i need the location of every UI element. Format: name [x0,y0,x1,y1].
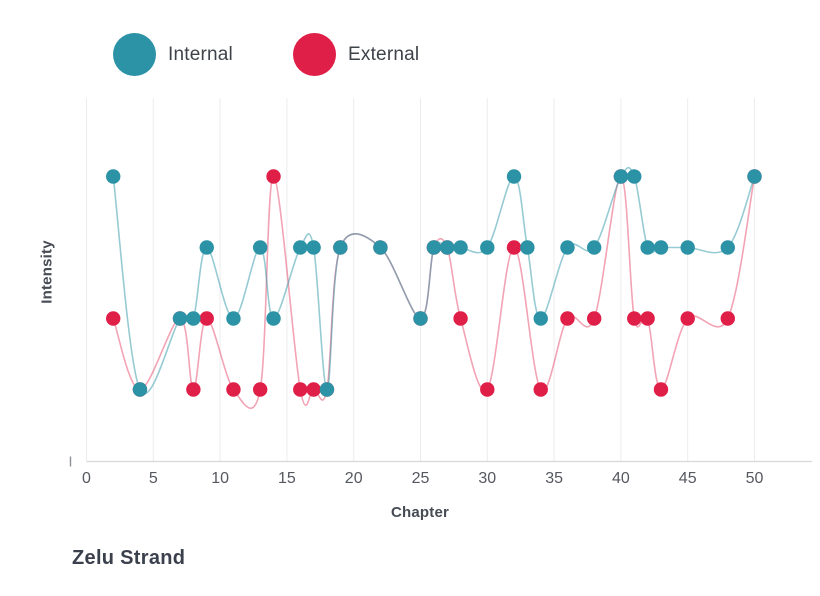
external-data-point [252,382,268,397]
external-data-point [586,311,602,326]
internal-data-point [426,240,442,255]
internal-data-point [293,240,308,255]
external-data-point [106,311,121,326]
internal-data-point [226,311,241,326]
external-data-point [266,169,281,184]
legend-label-internal: Internal [168,43,233,65]
internal-data-point [520,240,535,255]
external-data-point [186,382,201,397]
x-tick-label: 25 [411,470,430,487]
internal-data-point [132,382,148,397]
internal-data-point [199,240,214,255]
internal-data-point [613,169,629,184]
internal-data-point [560,240,575,255]
internal-data-point [747,169,762,184]
external-data-point [480,382,495,397]
external-data-point [306,382,321,397]
y-axis-label: Intensity [38,240,56,304]
internal-data-point [627,169,642,184]
x-tick-label: 20 [344,470,363,487]
external-data-point [533,382,548,397]
internal-data-point [252,240,268,255]
x-tick-label: 5 [148,470,158,487]
external-series-dot-icon [293,33,336,76]
external-data-point [226,382,241,397]
internal-series-dot-icon [113,33,156,76]
external-data-point [199,311,214,326]
x-tick-label: 0 [82,470,91,487]
external-data-point [720,311,735,326]
external-data-point [640,311,655,326]
x-axis-label: Chapter [390,504,450,521]
x-tick-label: 10 [211,470,229,487]
external-data-point [627,311,642,326]
external-data-point [680,311,695,326]
x-tick-label: 35 [545,470,563,487]
external-data-point [293,382,308,397]
internal-data-point [640,240,655,255]
x-tick-label: 30 [478,470,497,487]
external-data-point [653,382,669,397]
x-tick-label: 15 [277,470,296,487]
internal-data-point [506,169,522,184]
external-data-point [560,311,575,326]
internal-data-point [186,311,201,326]
x-tick-label: 45 [678,470,697,487]
internal-data-point [440,240,455,255]
internal-data-point [480,240,495,255]
x-tick-label: 50 [745,470,764,487]
internal-data-point [586,240,602,255]
internal-data-point [306,240,321,255]
internal-data-point [266,311,281,326]
internal-data-point [333,240,348,255]
internal-data-point [533,311,548,326]
external-data-point [506,240,522,255]
chart-title: Zelu Strand [72,547,186,569]
legend-item-internal: Internal [113,33,233,76]
legend-label-external: External [348,43,420,65]
internal-data-point [172,311,188,326]
internal-data-point [373,240,388,255]
internal-data-point [453,240,468,255]
internal-data-point [720,240,735,255]
internal-data-point [680,240,695,255]
legend-item-external: External [293,33,419,76]
internal-line [112,166,756,395]
internal-data-point [653,240,669,255]
x-tick-label: 40 [611,470,630,487]
internal-data-point [106,169,121,184]
internal-data-point [319,382,335,397]
internal-data-point [413,311,428,326]
external-line [112,175,756,409]
external-data-point [453,311,468,326]
